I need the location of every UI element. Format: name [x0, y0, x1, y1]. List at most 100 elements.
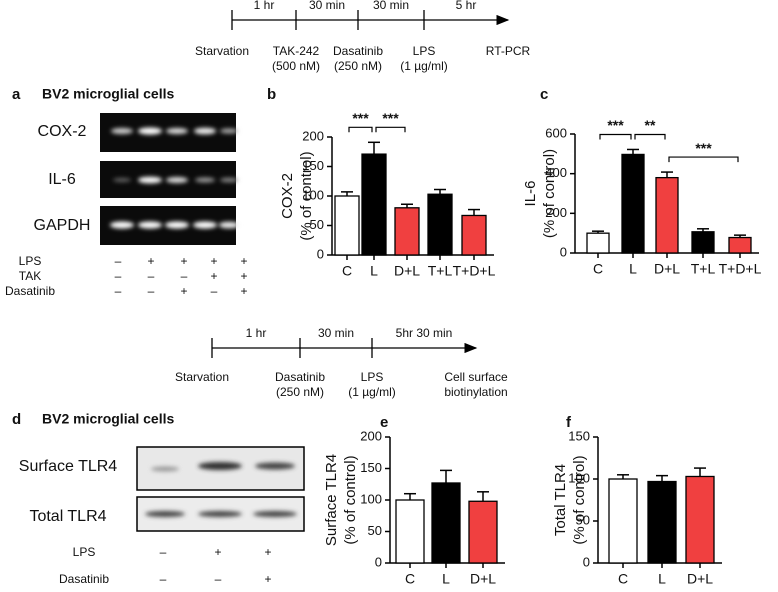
blot-title: BV2 microglial cells — [42, 411, 174, 427]
timeline-step: Starvation — [195, 44, 249, 58]
x-tick-label: T+D+L — [719, 261, 762, 277]
x-tick-label: D+L — [470, 571, 496, 587]
timeline-step: Starvation — [175, 370, 229, 384]
y-axis-label: (% of control) — [298, 151, 315, 240]
bar — [395, 499, 425, 564]
bar — [461, 214, 487, 256]
condition-label: Dasatinib — [59, 572, 109, 586]
y-tick-label: 50 — [310, 217, 324, 232]
bar — [334, 195, 360, 256]
bar — [647, 480, 677, 564]
condition-mark: – — [181, 269, 188, 283]
condition-label: TAK — [19, 269, 41, 283]
significance-label: *** — [352, 110, 369, 126]
condition-mark: – — [115, 254, 122, 268]
condition-mark: – — [115, 284, 122, 298]
condition-mark: + — [240, 254, 247, 268]
timeline-step: RT-PCR — [486, 44, 531, 58]
y-tick-label: 600 — [545, 125, 567, 140]
significance-label: *** — [695, 140, 712, 156]
y-tick-label: 150 — [360, 460, 382, 475]
condition-mark: + — [214, 545, 221, 559]
timeline-duration: 5hr 30 min — [396, 326, 453, 340]
x-tick-label: T+D+L — [453, 263, 496, 279]
condition-label: LPS — [19, 254, 42, 268]
timeline-step: Dasatinib — [333, 44, 383, 58]
timeline-step: (1 µg/ml) — [348, 385, 396, 399]
significance-label: *** — [382, 110, 399, 126]
bar — [608, 478, 638, 564]
condition-label: Dasatinib — [5, 284, 55, 298]
condition-mark: – — [211, 284, 218, 298]
condition-mark: – — [115, 269, 122, 283]
significance-bracket — [348, 126, 373, 133]
timeline-step: (250 nM) — [276, 385, 324, 399]
condition-mark: – — [215, 572, 222, 586]
panel-letter: b — [267, 86, 276, 103]
blot-row-label: Surface TLR4 — [19, 458, 118, 475]
condition-mark: + — [210, 254, 217, 268]
condition-mark: + — [264, 572, 271, 586]
condition-label: LPS — [73, 545, 96, 559]
bar — [691, 231, 715, 254]
bar — [586, 232, 610, 254]
y-tick-label: 0 — [560, 244, 567, 259]
y-axis-label: COX-2 — [279, 173, 296, 219]
y-axis-label: (% of control) — [541, 149, 558, 238]
y-axis-label: (% of control) — [342, 455, 359, 544]
significance-bracket — [668, 156, 739, 163]
y-tick-label: 200 — [360, 428, 382, 443]
x-tick-label: C — [405, 571, 415, 587]
timeline-duration: 30 min — [309, 0, 345, 12]
panel-letter: e — [380, 414, 388, 431]
x-tick-label: L — [442, 571, 450, 587]
bar — [655, 176, 679, 254]
x-tick-label: D+L — [394, 263, 420, 279]
x-tick-label: D+L — [654, 261, 680, 277]
bar — [621, 153, 645, 254]
significance-bracket — [375, 126, 406, 133]
condition-mark: – — [148, 269, 155, 283]
x-tick-label: D+L — [687, 571, 713, 587]
significance-label: *** — [607, 117, 624, 133]
significance-bracket — [599, 133, 632, 140]
x-tick-label: C — [342, 263, 352, 279]
significance-bracket — [634, 133, 666, 140]
y-axis-label: Total TLR4 — [552, 464, 569, 536]
blot-row-label: Total TLR4 — [29, 508, 106, 525]
condition-mark: + — [180, 284, 187, 298]
y-tick-label: 100 — [568, 470, 590, 485]
timeline-step: LPS — [361, 370, 384, 384]
y-tick-label: 150 — [568, 428, 590, 443]
y-tick-label: 0 — [375, 554, 382, 569]
y-tick-label: 0 — [583, 554, 590, 569]
y-axis-label: IL-6 — [522, 181, 539, 207]
blot-row-label: IL-6 — [48, 171, 76, 188]
y-tick-label: 200 — [302, 128, 324, 143]
condition-mark: + — [147, 254, 154, 268]
y-axis-label: (% of control) — [571, 455, 588, 544]
y-tick-label: 0 — [317, 246, 324, 261]
significance-label: ** — [645, 117, 656, 133]
y-tick-label: 50 — [368, 523, 382, 538]
condition-mark: + — [240, 269, 247, 283]
gel-bands — [110, 127, 239, 229]
timeline-step: TAK-242 — [273, 44, 320, 58]
timeline-step: biotinylation — [444, 385, 507, 399]
condition-mark: + — [240, 284, 247, 298]
x-tick-label: L — [370, 263, 378, 279]
bar — [427, 193, 453, 256]
y-tick-label: 200 — [545, 205, 567, 220]
timeline-duration: 1 hr — [254, 0, 275, 12]
bar — [361, 153, 387, 256]
blot-bands — [145, 462, 297, 517]
timeline-step: (250 nM) — [334, 59, 382, 73]
panel-letter: a — [12, 86, 21, 103]
x-tick-label: L — [629, 261, 637, 277]
timeline-step: LPS — [413, 44, 436, 58]
timeline-step: (500 nM) — [272, 59, 320, 73]
timeline-duration: 1 hr — [246, 326, 267, 340]
x-tick-label: L — [658, 571, 666, 587]
timeline-step: Cell surface — [444, 370, 508, 384]
